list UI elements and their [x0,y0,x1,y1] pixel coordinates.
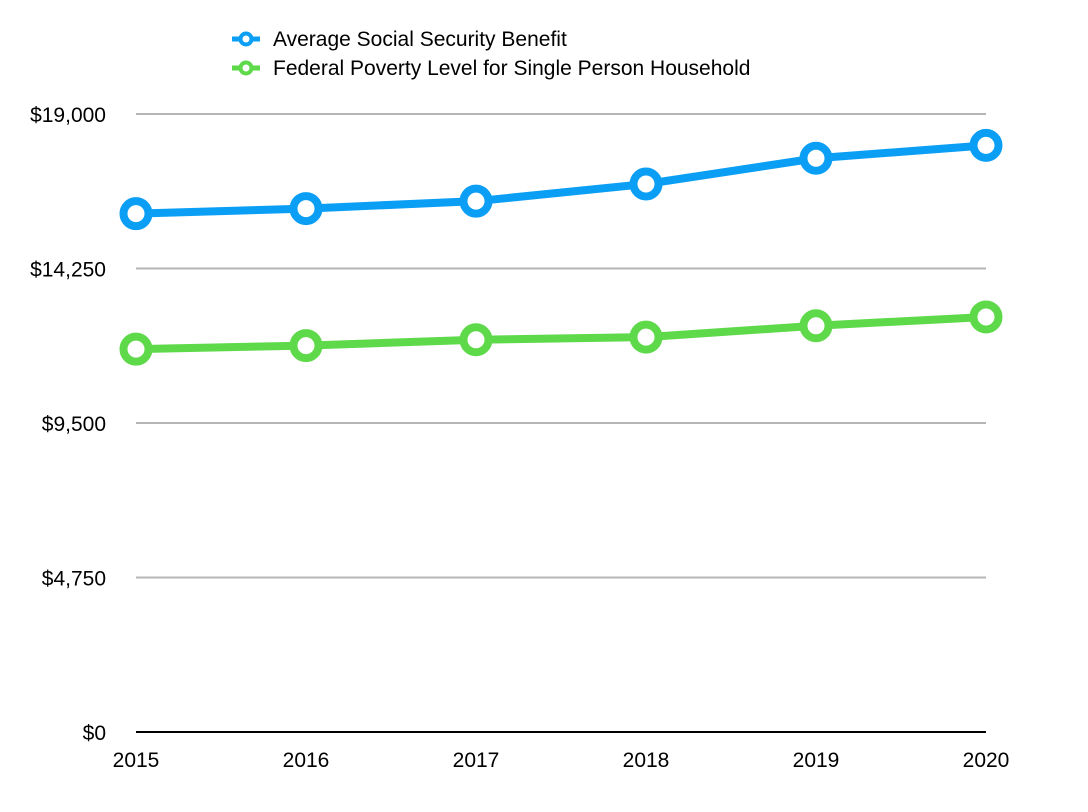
data-point [969,300,1003,334]
series-line [135,141,987,218]
y-tick-label: $19,000 [30,104,106,127]
x-tick-label: 2015 [113,749,160,772]
legend-label: Average Social Security Benefit [273,28,567,51]
x-tick-label: 2018 [623,749,670,772]
data-point [289,329,323,363]
x-tick-label: 2020 [963,749,1010,772]
data-point [629,320,663,354]
data-point [799,141,833,175]
x-tick-label: 2019 [793,749,840,772]
y-tick-label: $4,750 [42,568,106,591]
legend-marker [238,31,254,47]
data-point [119,332,153,366]
y-tick-label: $9,500 [42,413,106,436]
data-point [289,192,323,226]
x-tick-label: 2016 [283,749,330,772]
legend-label: Federal Poverty Level for Single Person … [273,57,750,80]
series-line [135,312,987,354]
data-point [799,309,833,343]
data-point [969,128,1003,162]
x-tick-label: 2017 [453,749,500,772]
y-tick-label: $14,250 [30,259,106,282]
legend-marker [238,60,254,76]
data-point [119,197,153,231]
data-point [459,323,493,357]
data-point [459,184,493,218]
y-tick-label: $0 [83,722,106,745]
data-point [629,167,663,201]
